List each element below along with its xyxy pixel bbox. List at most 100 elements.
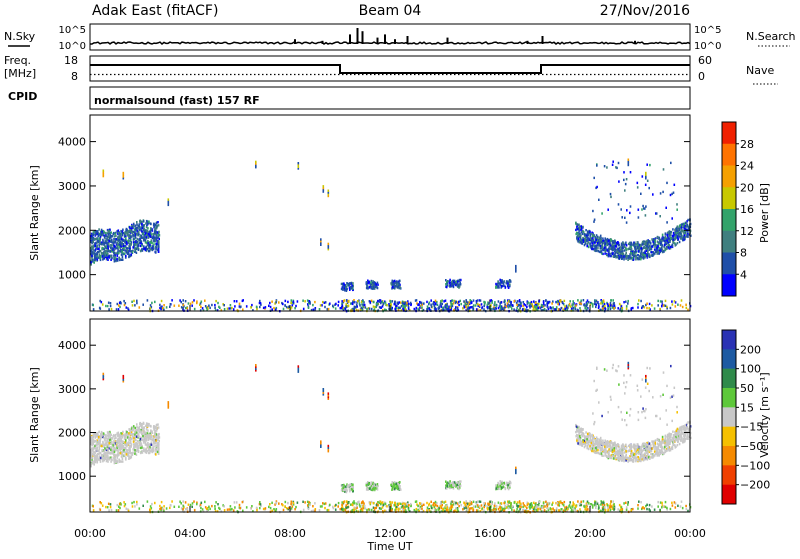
power-cell: [185, 307, 187, 309]
power-cell: [609, 242, 611, 244]
power-cell: [117, 303, 119, 305]
power-cell: [260, 302, 262, 304]
power-cell: [442, 307, 444, 309]
power-cell: [158, 240, 160, 242]
power-cell: [660, 192, 662, 194]
power-cell: [504, 303, 506, 305]
velocity-cell: [116, 449, 118, 451]
power-cell: [119, 234, 121, 236]
power-cell: [653, 239, 655, 241]
power-cell: [145, 241, 147, 243]
velocity-cell: [104, 438, 106, 440]
power-cell: [508, 300, 510, 302]
power-cell: [114, 260, 116, 262]
velocity-cell: [153, 442, 155, 444]
power-cell: [416, 299, 418, 301]
power-cell: [214, 304, 216, 306]
power-cell: [601, 212, 603, 214]
velocity-cell: [112, 444, 114, 446]
power-cell: [556, 306, 558, 308]
power-cell: [178, 305, 180, 307]
velocity-cell: [578, 426, 580, 428]
power-cell: [123, 172, 125, 174]
power-cell: [663, 238, 665, 240]
power-cell: [591, 248, 593, 250]
power-cell: [201, 301, 203, 303]
power-cell: [590, 245, 592, 247]
power-cell: [298, 162, 300, 164]
power-cell: [103, 230, 105, 232]
power-cell: [553, 308, 555, 310]
power-cell: [670, 237, 672, 239]
power-cell: [623, 301, 625, 303]
power-cell: [664, 242, 666, 244]
power-cell: [148, 244, 150, 246]
power-cell: [113, 238, 115, 240]
nsky-label: N.Sky: [4, 30, 36, 43]
power-cell: [670, 162, 672, 164]
power-cell: [682, 239, 684, 241]
power-cell: [612, 161, 614, 163]
velocity-cell: [124, 451, 126, 453]
power-cell: [398, 307, 400, 309]
power-cell: [598, 199, 600, 201]
velocity-cell: [107, 455, 109, 457]
power-cell: [132, 246, 134, 248]
power-cell: [640, 258, 642, 260]
power-cell: [128, 235, 130, 237]
power-cell: [320, 304, 322, 306]
power-cell: [112, 233, 114, 235]
velocity-cell: [155, 427, 157, 429]
power-cell: [618, 253, 620, 255]
power-cell: [676, 209, 678, 211]
power-cell: [652, 254, 654, 256]
power-cell: [392, 300, 394, 302]
power-cell: [352, 302, 354, 304]
freq-trace: [90, 65, 690, 73]
power-cell: [583, 299, 585, 301]
power-cell: [120, 250, 122, 252]
power-cell: [153, 223, 155, 225]
power-cell: [353, 308, 355, 310]
velocity-cell: [118, 459, 120, 461]
power-cell: [562, 301, 564, 303]
power-cell: [641, 247, 643, 249]
power-cell: [398, 301, 400, 303]
power-cell: [453, 302, 455, 304]
power-cell: [592, 240, 594, 242]
power-cell: [460, 283, 462, 285]
velocity-cell: [627, 460, 629, 462]
power-cell: [140, 240, 142, 242]
power-cell: [458, 285, 460, 287]
power-cell: [396, 281, 398, 283]
velocity-cell: [136, 436, 138, 438]
power-cell: [675, 244, 677, 246]
power-cell: [641, 251, 643, 253]
velocity-cell: [116, 460, 118, 462]
power-cell: [679, 228, 681, 230]
power-cell: [304, 300, 306, 302]
power-cell: [348, 284, 350, 286]
velocity-cell: [106, 442, 108, 444]
power-cell: [187, 307, 189, 309]
velocity-cell: [140, 442, 142, 444]
power-cell: [666, 182, 668, 184]
power-cell: [309, 300, 311, 302]
power-cell: [601, 250, 603, 252]
power-cbar-tick-6: 28: [740, 138, 754, 151]
power-cell: [136, 300, 138, 302]
power-cell: [579, 236, 581, 238]
power-cell: [323, 185, 325, 187]
power-cell: [140, 228, 142, 230]
power-cell: [93, 308, 95, 310]
power-cell: [140, 250, 142, 252]
velocity-cell: [129, 445, 131, 447]
power-cell: [470, 306, 472, 308]
power-cell: [631, 252, 633, 254]
velocity-cell: [98, 431, 100, 433]
power-cell: [205, 305, 207, 307]
power-cell: [670, 307, 672, 309]
power-cell: [112, 242, 114, 244]
power-cell: [95, 238, 97, 240]
power-cell: [143, 247, 145, 249]
